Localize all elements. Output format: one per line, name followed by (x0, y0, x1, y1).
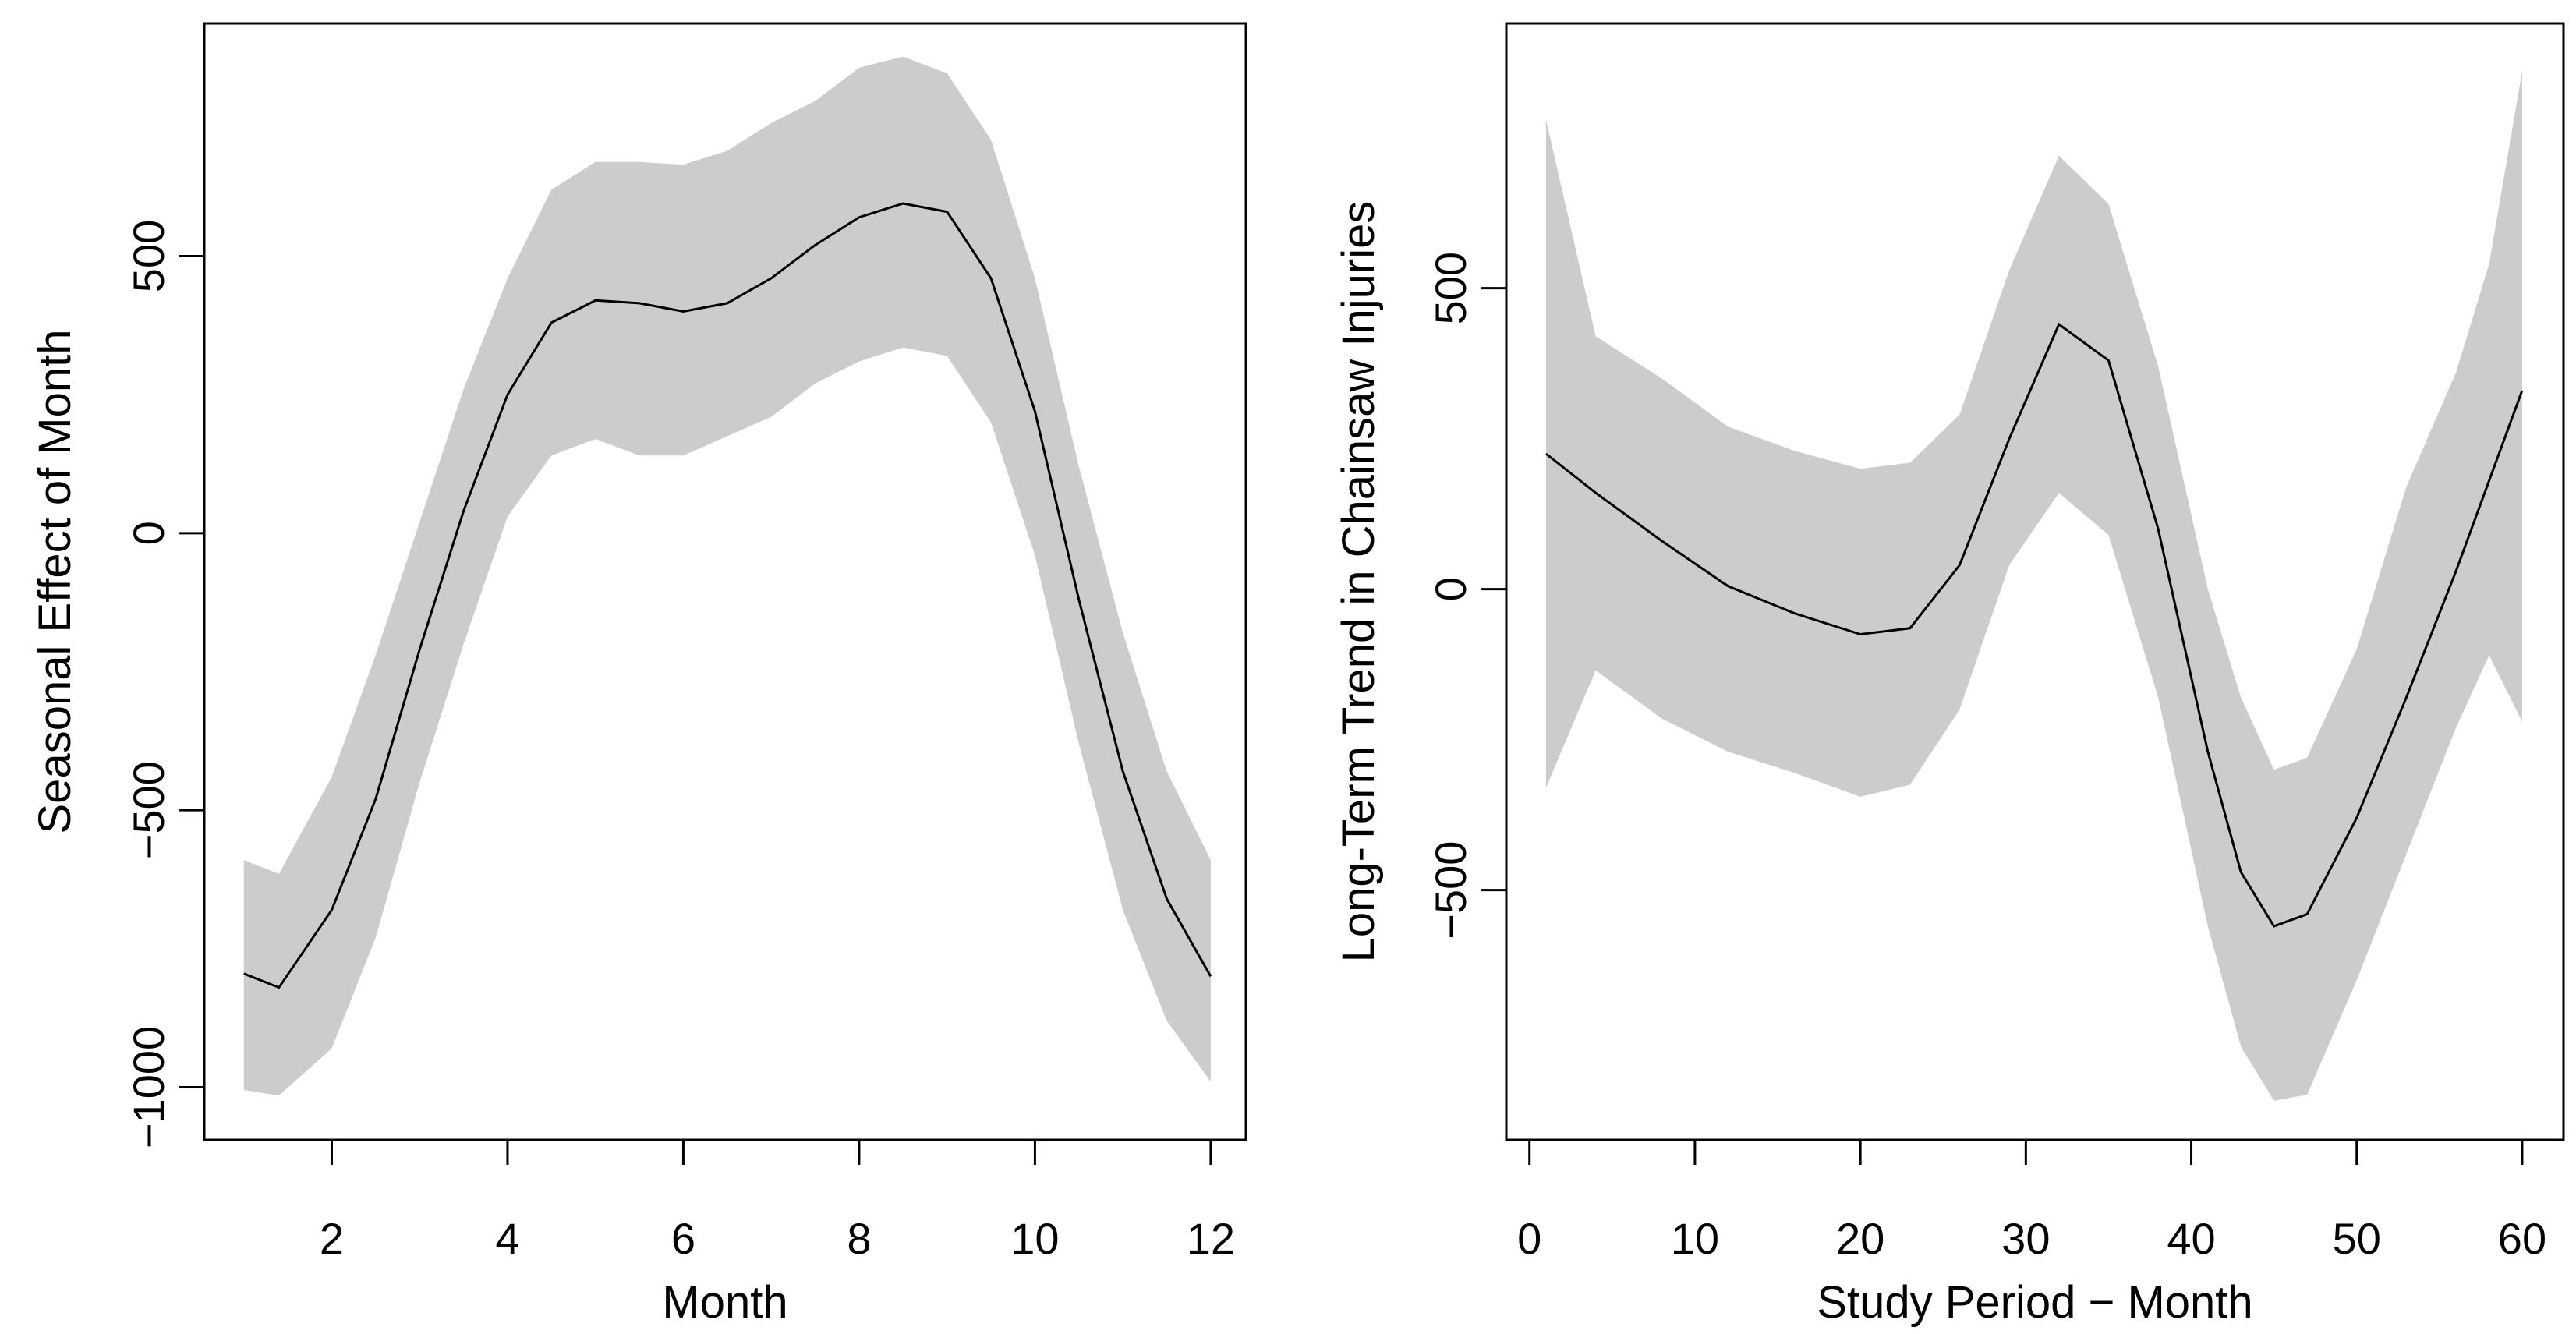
y-tick-label: 500 (124, 220, 173, 292)
y-tick-label: −500 (1426, 841, 1475, 939)
x-tick-label: 2 (320, 1214, 344, 1263)
x-tick-label: 40 (2167, 1214, 2215, 1263)
x-tick-label: 4 (495, 1214, 519, 1263)
x-tick-label: 10 (1010, 1214, 1059, 1263)
y-tick-label: −500 (124, 761, 173, 859)
y-tick-label: 500 (1426, 252, 1475, 324)
confidence-band (1545, 71, 2522, 1101)
y-tick-label: −1000 (124, 1026, 173, 1148)
x-tick-label: 12 (1187, 1214, 1235, 1263)
confidence-band (243, 56, 1211, 1096)
y-axis-title: Long-Term Trend in Chainsaw Injuries (1333, 201, 1384, 963)
x-tick-label: 10 (1671, 1214, 1719, 1263)
x-axis-title: Study Period − Month (1817, 1277, 2252, 1328)
x-tick-label: 0 (1517, 1214, 1541, 1263)
y-axis-title: Seasonal Effect of Month (30, 329, 80, 833)
x-tick-label: 60 (2498, 1214, 2546, 1263)
x-tick-label: 6 (671, 1214, 695, 1263)
x-tick-label: 50 (2333, 1214, 2381, 1263)
y-tick-label: 0 (124, 521, 173, 545)
estimate-line (1545, 322, 2524, 928)
seasonal-effect-panel: 2 4 6 8 10 12 −1000 −500 0 500 Month Seasonal Effec… (30, 22, 1247, 1328)
x-axis-title: Month (662, 1277, 787, 1328)
x-tick-label: 20 (1836, 1214, 1884, 1263)
x-tick-label: 8 (847, 1214, 871, 1263)
estimate-line (243, 202, 1212, 989)
x-tick-label: 30 (2001, 1214, 2050, 1263)
y-tick-label: 0 (1426, 577, 1475, 601)
long-term-trend-panel: 0 10 20 30 40 50 60 −500 0 500 Study Period − Mont… (1333, 22, 2565, 1328)
